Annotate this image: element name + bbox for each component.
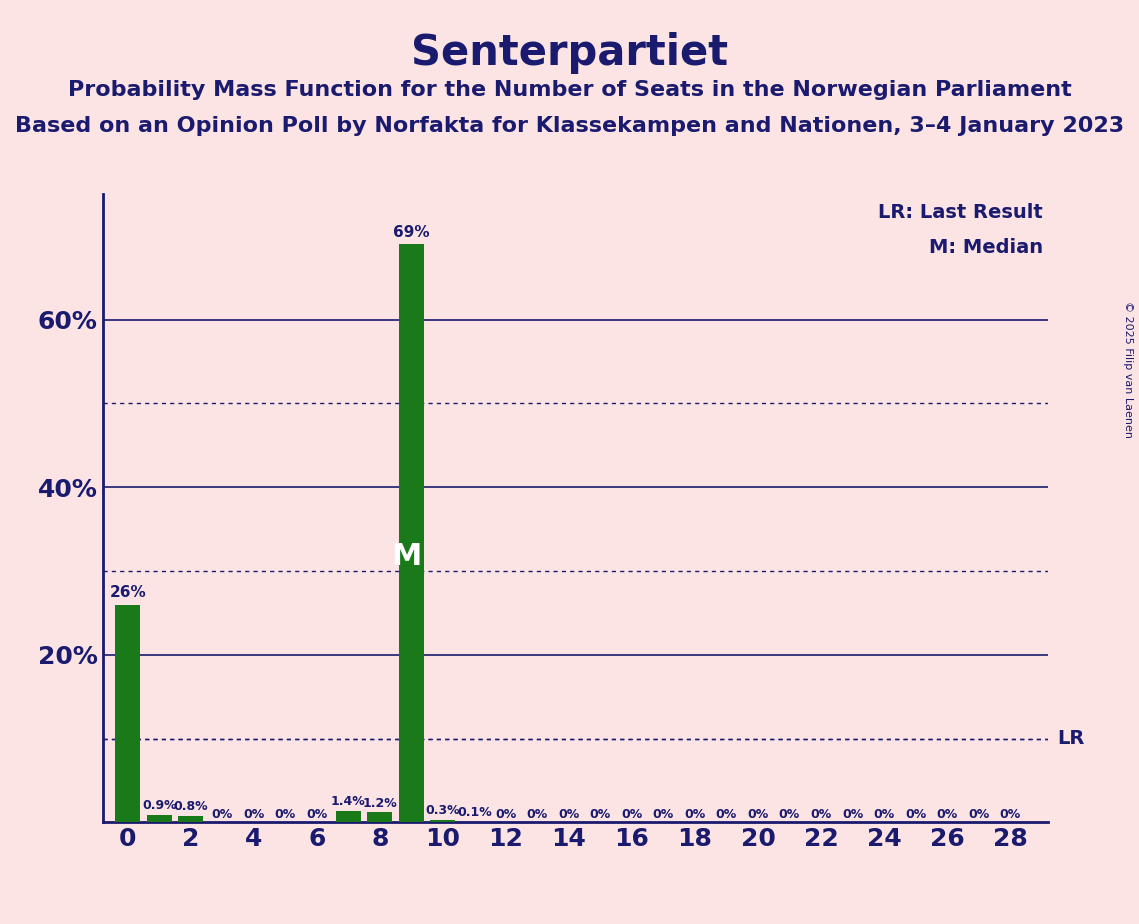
Text: M: M (392, 542, 421, 571)
Text: 0%: 0% (590, 808, 611, 821)
Text: 0%: 0% (274, 808, 296, 821)
Text: 0%: 0% (842, 808, 863, 821)
Text: 0.1%: 0.1% (457, 806, 492, 819)
Text: 0%: 0% (306, 808, 327, 821)
Text: 0%: 0% (968, 808, 989, 821)
Text: 0%: 0% (212, 808, 232, 821)
Text: 0%: 0% (526, 808, 548, 821)
Text: 0.3%: 0.3% (426, 804, 460, 818)
Text: 0%: 0% (936, 808, 958, 821)
Text: 0%: 0% (495, 808, 516, 821)
Bar (115, 604, 140, 822)
Text: LR: LR (1057, 729, 1084, 748)
Text: 0%: 0% (779, 808, 800, 821)
Text: 0%: 0% (715, 808, 737, 821)
Text: LR: Last Result: LR: Last Result (878, 203, 1043, 223)
Text: 1.2%: 1.2% (362, 796, 398, 809)
Text: Based on an Opinion Poll by Norfakta for Klassekampen and Nationen, 3–4 January : Based on an Opinion Poll by Norfakta for… (15, 116, 1124, 136)
Text: 0%: 0% (904, 808, 926, 821)
Text: 0%: 0% (558, 808, 580, 821)
Text: 0%: 0% (243, 808, 264, 821)
Text: 1.4%: 1.4% (331, 796, 366, 808)
Text: 0%: 0% (685, 808, 705, 821)
Text: Senterpartiet: Senterpartiet (411, 32, 728, 74)
Bar (336, 810, 361, 822)
Bar (147, 815, 172, 822)
Text: 0%: 0% (810, 808, 831, 821)
Text: 0%: 0% (999, 808, 1021, 821)
Text: 0%: 0% (621, 808, 642, 821)
Bar (399, 244, 424, 822)
Text: 0%: 0% (874, 808, 894, 821)
Text: Probability Mass Function for the Number of Seats in the Norwegian Parliament: Probability Mass Function for the Number… (67, 80, 1072, 101)
Text: 0.9%: 0.9% (142, 799, 177, 812)
Bar (178, 816, 204, 822)
Text: 0%: 0% (653, 808, 674, 821)
Text: M: Median: M: Median (929, 238, 1043, 257)
Bar (367, 812, 393, 822)
Bar (431, 820, 456, 822)
Text: © 2025 Filip van Laenen: © 2025 Filip van Laenen (1123, 301, 1133, 438)
Text: 26%: 26% (109, 585, 146, 601)
Text: 0%: 0% (747, 808, 769, 821)
Text: 69%: 69% (393, 225, 429, 240)
Text: 0.8%: 0.8% (173, 800, 208, 813)
